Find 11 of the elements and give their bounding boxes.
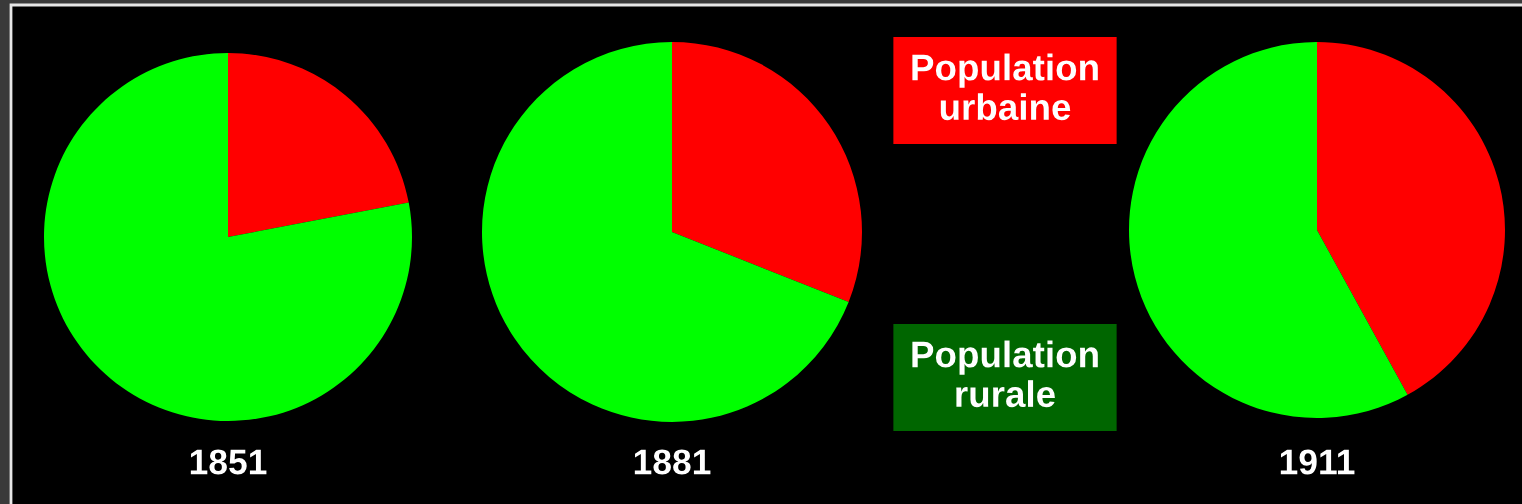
pie-slice	[228, 53, 409, 237]
pie-slice	[44, 53, 412, 421]
pie-slice	[672, 42, 862, 302]
slice-label: Population urbaine	[912, 53, 1098, 121]
text: 1881	[634, 449, 711, 475]
pie-slice	[482, 42, 849, 422]
text: 1911	[1280, 449, 1355, 475]
pie-slice	[1129, 42, 1408, 418]
text: 1851	[190, 449, 267, 475]
pie-slice	[1317, 42, 1505, 395]
slice-label: Population rurale	[912, 340, 1098, 408]
